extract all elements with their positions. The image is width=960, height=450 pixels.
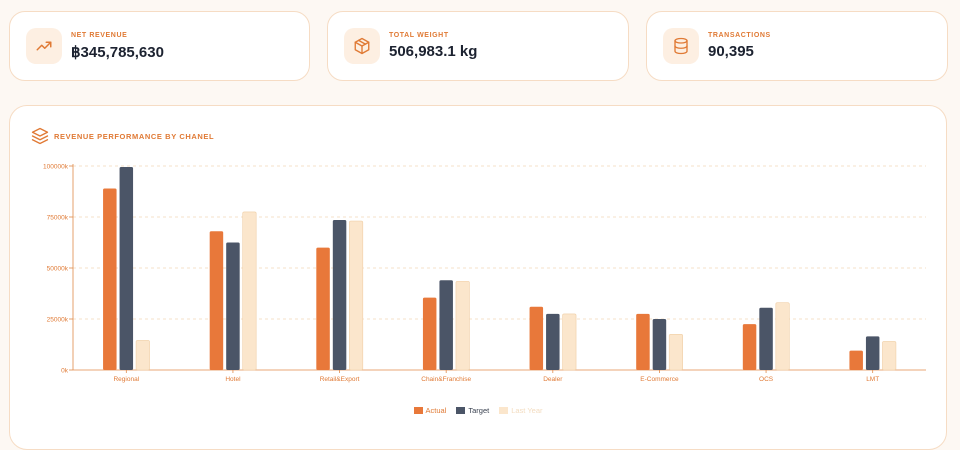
legend-label-actual: Actual bbox=[425, 406, 447, 415]
kpi-card-net-revenue: NET REVENUE ฿345,785,630 bbox=[9, 11, 310, 81]
legend-label-target: Target bbox=[468, 406, 490, 415]
bar-actual bbox=[209, 231, 224, 370]
kpi-card-total-weight: TOTAL WEIGHT 506,983.1 kg bbox=[327, 11, 629, 81]
bar-actual bbox=[849, 350, 863, 370]
legend-item-actual[interactable]: Actual bbox=[413, 406, 447, 415]
kpi-value: 90,395 bbox=[708, 43, 754, 60]
box-icon bbox=[344, 28, 380, 64]
kpi-value: 506,983.1 kg bbox=[389, 43, 478, 60]
y-tick-label: 50000k bbox=[47, 266, 69, 273]
bar-actual bbox=[742, 324, 757, 370]
bar-last-year bbox=[882, 341, 897, 371]
y-tick-label: 25000k bbox=[47, 317, 69, 324]
bar-actual bbox=[422, 297, 437, 370]
x-tick-label: Dealer bbox=[543, 376, 563, 383]
bar-target bbox=[546, 313, 560, 370]
x-tick-label: Chain&Franchise bbox=[421, 376, 471, 383]
kpi-label: TOTAL WEIGHT bbox=[389, 32, 449, 39]
y-tick-label: 100000k bbox=[43, 164, 69, 171]
bar-target bbox=[865, 336, 880, 370]
bar-target bbox=[439, 280, 453, 370]
revenue-chart-panel: REVENUE PERFORMANCE BY CHANEL 0k 25000k 50… bbox=[9, 105, 947, 450]
legend-swatch-actual bbox=[413, 407, 423, 414]
bar-target bbox=[759, 307, 773, 370]
bar-target bbox=[332, 220, 347, 370]
bar-actual bbox=[636, 313, 650, 370]
database-icon bbox=[663, 28, 699, 64]
bar-target bbox=[226, 242, 240, 370]
y-tick-label: 0k bbox=[61, 368, 69, 375]
bar-last-year bbox=[242, 211, 257, 371]
kpi-value: ฿345,785,630 bbox=[71, 44, 164, 61]
bar-target bbox=[652, 319, 667, 370]
kpi-label: NET REVENUE bbox=[71, 32, 128, 39]
bar-actual bbox=[316, 247, 330, 370]
bar-actual bbox=[103, 188, 117, 370]
chart-legend: Actual Target Last Year bbox=[10, 406, 946, 415]
x-tick-label: OCS bbox=[759, 376, 774, 383]
bar-last-year bbox=[135, 340, 150, 371]
bar-last-year bbox=[562, 313, 577, 371]
legend-label-last-year: Last Year bbox=[511, 406, 543, 415]
legend-item-target[interactable]: Target bbox=[456, 406, 489, 415]
legend-item-last-year[interactable]: Last Year bbox=[499, 406, 543, 415]
bar-chart: 0k 25000k 50000k 75000k 100000k Regional Hotel… bbox=[43, 164, 926, 383]
kpi-card-transactions: TRANSACTIONS 90,395 bbox=[646, 11, 948, 81]
x-tick-label: Hotel bbox=[225, 376, 241, 383]
bar-last-year bbox=[349, 220, 364, 371]
x-tick-label: E-Commerce bbox=[640, 376, 679, 383]
y-tick-label: 75000k bbox=[47, 215, 69, 222]
x-tick-label: Retail&Export bbox=[320, 376, 360, 383]
trending-up-icon bbox=[26, 28, 62, 64]
legend-swatch-last-year bbox=[499, 407, 509, 414]
bar-last-year bbox=[775, 302, 790, 371]
bar-last-year bbox=[455, 280, 470, 371]
bar-last-year bbox=[668, 334, 683, 371]
layers-icon bbox=[31, 127, 49, 150]
chart-title: REVENUE PERFORMANCE BY CHANEL bbox=[54, 132, 215, 141]
legend-swatch-target bbox=[456, 407, 466, 414]
bar-target bbox=[119, 167, 134, 370]
x-tick-label: LMT bbox=[866, 376, 879, 383]
kpi-label: TRANSACTIONS bbox=[708, 32, 771, 39]
bar-actual bbox=[529, 306, 544, 370]
x-tick-label: Regional bbox=[113, 376, 139, 383]
